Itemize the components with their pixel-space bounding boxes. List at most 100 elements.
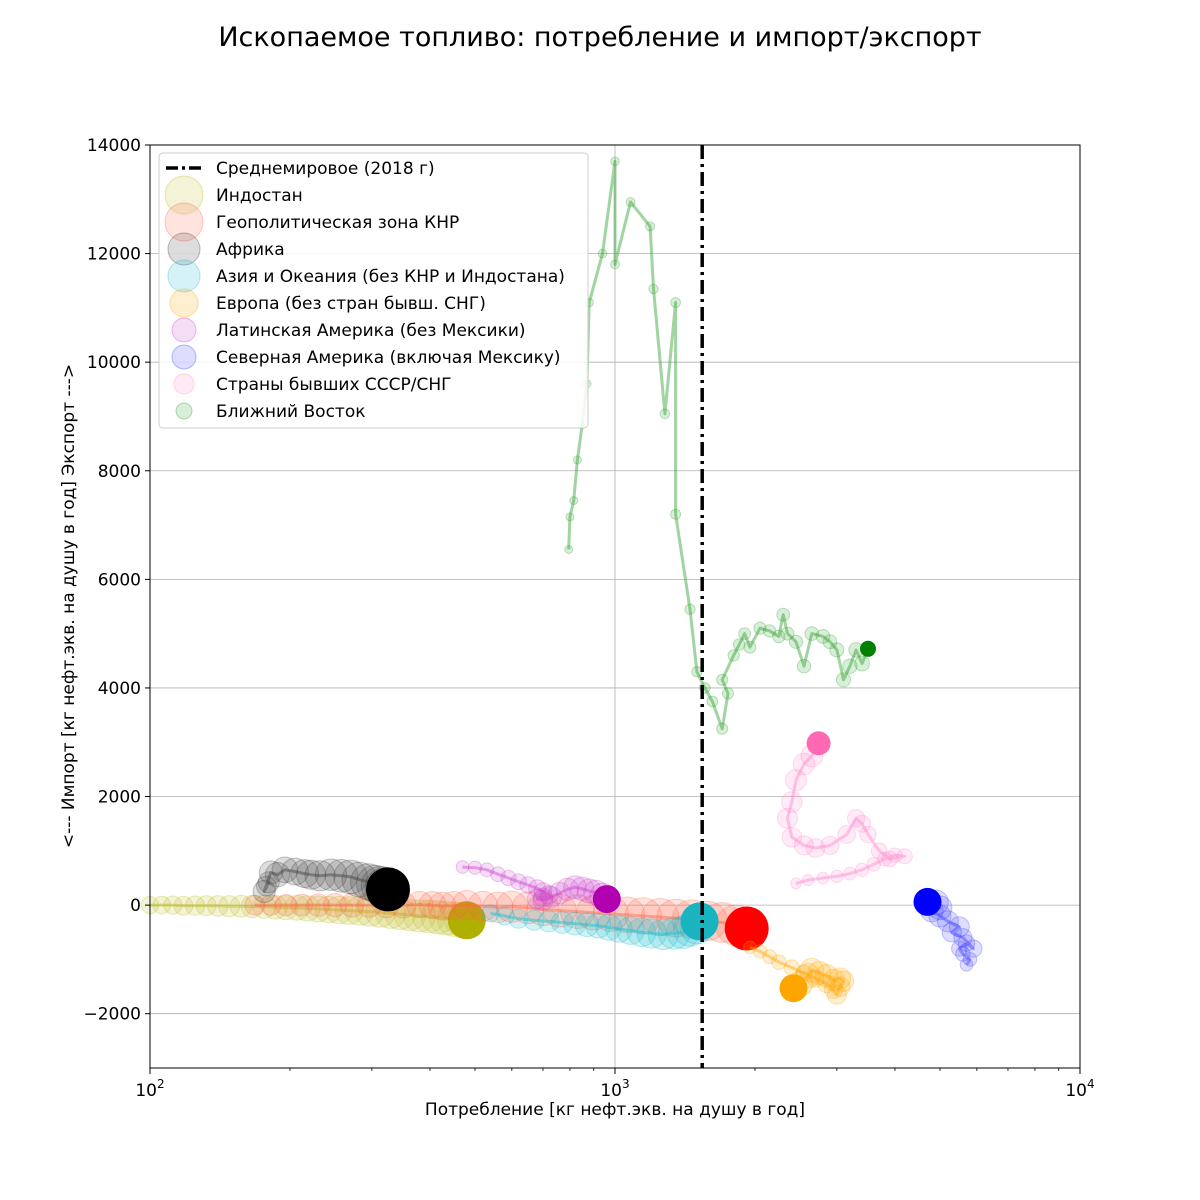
data-point (814, 964, 839, 988)
data-point (281, 857, 309, 886)
data-point (826, 984, 847, 1005)
series-line (567, 159, 870, 731)
data-point (240, 894, 265, 919)
data-point (855, 862, 870, 877)
data-point (816, 871, 830, 885)
data-point (322, 893, 348, 918)
data-point (528, 879, 547, 898)
data-point (805, 838, 826, 858)
data-point (306, 893, 330, 917)
data-point (339, 892, 365, 918)
legend-label: Геополитическая зона КНР (216, 213, 459, 233)
data-point (405, 890, 434, 919)
y-tick-label: 0 (130, 896, 141, 916)
data-point (772, 629, 786, 644)
legend-item: Ближний Восток (175, 402, 366, 422)
data-point (835, 672, 852, 688)
data-point (526, 892, 560, 927)
data-point (859, 825, 877, 844)
legend-label: Ближний Восток (216, 402, 366, 422)
data-point (511, 891, 545, 925)
legend-swatch (173, 373, 195, 395)
data-point (533, 882, 553, 901)
legend-label: Африка (216, 240, 285, 260)
data-point (659, 408, 671, 420)
y-axis-label: <--- Импорт [кг нефт.экв. на душу в год]… (59, 364, 79, 848)
data-point (959, 958, 974, 972)
data-point (244, 894, 266, 916)
data-point-latest (447, 901, 486, 940)
data-point (706, 695, 719, 708)
data-point (777, 807, 798, 829)
data-point (830, 869, 844, 883)
legend-swatch (167, 259, 201, 293)
legend-item: Страны бывших СССР/СНГ (173, 373, 452, 395)
data-point (962, 952, 978, 967)
data-point (781, 791, 803, 813)
data-point (500, 869, 517, 887)
series-Азия и Океания (без КНР и Индостана) (481, 902, 719, 951)
data-point (260, 894, 282, 916)
data-point (564, 545, 574, 554)
data-point (837, 825, 857, 844)
x-tick-label: 103 (600, 1077, 629, 1101)
data-point (957, 934, 976, 952)
series-Индостан (140, 894, 486, 940)
data-point (533, 887, 553, 908)
legend-label: Страны бывших СССР/СНГ (216, 375, 452, 395)
series-Африка (252, 856, 410, 912)
data-point (256, 875, 277, 897)
legend-swatch (164, 175, 204, 215)
data-point (548, 881, 571, 905)
data-point (790, 877, 802, 890)
data-point (294, 895, 321, 922)
legend-label: Среднемировое (2018 г) (216, 159, 435, 179)
data-point (152, 895, 172, 915)
data-point (605, 915, 633, 943)
data-point-latest (592, 885, 621, 914)
y-tick-label: 6000 (98, 570, 141, 590)
data-point (636, 918, 667, 949)
y-tick-label: 2000 (98, 788, 141, 808)
data-point (964, 939, 983, 958)
legend-label: Северная Америка (включая Мексику) (216, 348, 561, 368)
axis-ticks: −2000 0 2000 4000 6000 8000 10000 12000 14000 102… (83, 136, 1094, 1101)
data-point (817, 974, 836, 994)
x-tick-label: 102 (135, 1077, 164, 1101)
data-point (532, 889, 554, 911)
x-tick-label: 104 (1065, 1077, 1094, 1101)
data-point (585, 912, 612, 939)
data-point (801, 874, 815, 887)
series-Северная Америка (включая Мексику) (913, 887, 983, 972)
x-axis-label: Потребление [кг нефт.экв. на душу в год] (425, 1100, 805, 1120)
legend-swatch (167, 232, 201, 266)
y-tick-label: 8000 (98, 462, 141, 482)
data-point (333, 859, 368, 895)
data-point (334, 896, 364, 925)
data-point-latest (860, 640, 876, 657)
data-point (645, 221, 656, 232)
data-point (271, 856, 299, 884)
data-point (479, 862, 495, 878)
data-point (304, 895, 332, 923)
legend-swatch (171, 344, 197, 370)
legend-item: Латинская Америка (без Мексики) (171, 317, 526, 343)
data-point (467, 890, 499, 922)
legend-item: Северная Америка (включая Мексику) (171, 344, 561, 370)
data-point (866, 857, 882, 872)
data-point (451, 890, 482, 921)
data-point (788, 634, 804, 649)
data-point (207, 895, 229, 917)
chart-title: Ископаемое топливо: потребление и импорт… (218, 22, 981, 53)
series-line (462, 865, 608, 902)
data-point (563, 911, 587, 936)
data-point (273, 895, 299, 921)
data-point (743, 640, 757, 654)
data-point (570, 876, 595, 901)
series-Страны бывших СССР/СНГ (777, 731, 913, 890)
data-point (574, 912, 600, 938)
data-point (822, 634, 838, 650)
data-point (597, 248, 608, 259)
data-point (290, 893, 314, 917)
